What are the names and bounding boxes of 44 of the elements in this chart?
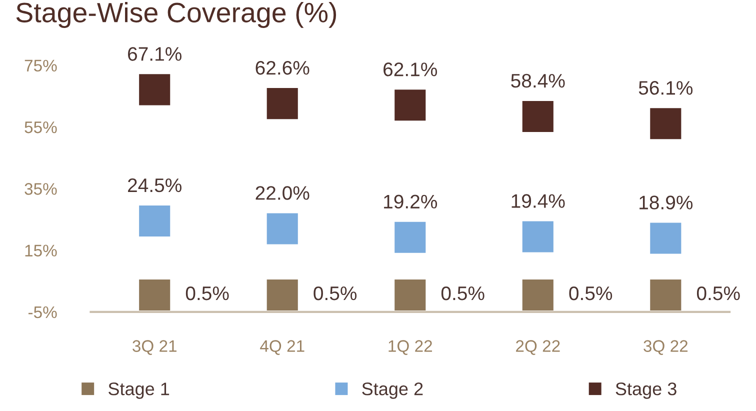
data-label: 0.5%	[314, 286, 357, 300]
data-label: 0.5%	[441, 286, 484, 300]
legend-label: Stage 2	[362, 382, 423, 399]
data-label: 0.5%	[569, 286, 612, 300]
y-tick-label: -5%	[28, 306, 57, 318]
data-label: 58.4%	[511, 74, 565, 88]
x-tick-label: 4Q 21	[260, 340, 304, 355]
point	[522, 279, 554, 311]
y-tick-label: 15%	[25, 244, 57, 256]
point	[394, 279, 426, 311]
data-label: 18.9%	[640, 196, 693, 210]
x-tick-label: 1Q 22	[388, 340, 432, 355]
legend-label: Stage 3	[616, 382, 676, 399]
point	[266, 279, 298, 311]
data-label: 19.4%	[512, 194, 565, 208]
y-tick-label: 35%	[24, 183, 57, 195]
point	[266, 213, 298, 244]
x-tick-label: 3Q 22	[644, 340, 688, 355]
data-label: 62.6%	[256, 60, 310, 75]
point	[139, 74, 170, 106]
chart-title: Stage-Wise Coverage (%)	[16, 2, 336, 28]
point	[139, 205, 170, 237]
data-label: 56.1%	[638, 80, 693, 95]
x-tick-label: 3Q 21	[132, 340, 176, 355]
data-label: 19.2%	[384, 194, 438, 209]
data-label: 0.5%	[696, 286, 740, 300]
point	[139, 279, 170, 311]
y-tick-label: 55%	[24, 121, 57, 134]
y-tick-label: 75%	[24, 60, 57, 72]
data-label: 67.1%	[128, 47, 182, 61]
data-label: 62.1%	[384, 62, 438, 76]
x-tick-label: 2Q 22	[516, 340, 560, 355]
point	[394, 222, 426, 253]
data-label: 22.0%	[256, 186, 310, 200]
data-label: 24.5%	[128, 178, 182, 192]
point	[522, 221, 554, 252]
point	[394, 90, 426, 121]
point	[266, 88, 298, 120]
point	[650, 108, 682, 140]
point	[522, 100, 554, 132]
data-label: 0.5%	[186, 286, 229, 300]
point	[650, 222, 682, 254]
legend-label: Stage 1	[108, 382, 170, 399]
point	[650, 279, 682, 311]
